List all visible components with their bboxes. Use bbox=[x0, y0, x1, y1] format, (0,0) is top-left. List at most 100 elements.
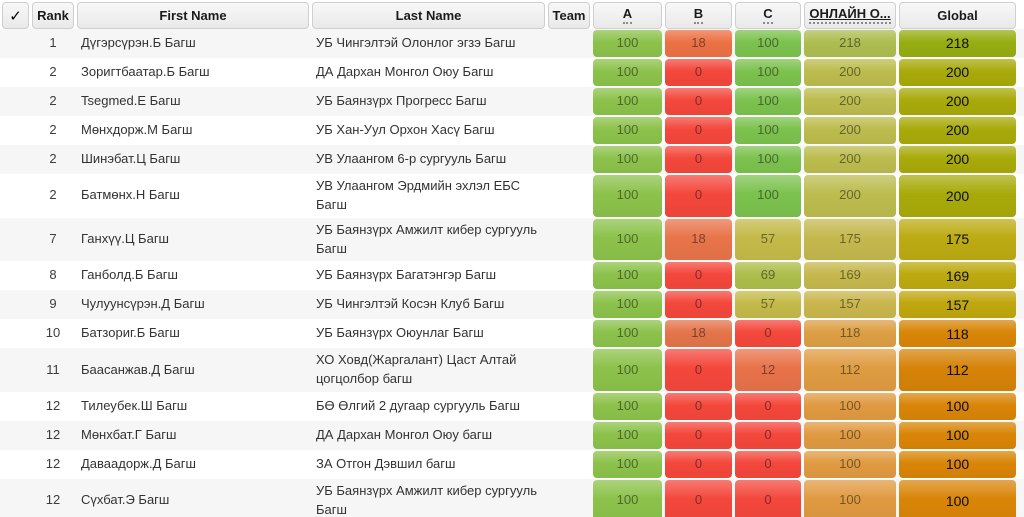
last-name-cell: ДА Дархан Монгол Оюу Багш bbox=[316, 64, 494, 80]
score-b-cell: 0 bbox=[665, 59, 732, 86]
rank-cell: 2 bbox=[49, 64, 57, 80]
first-name-cell: Ганхүү.Ц Багш bbox=[81, 231, 169, 247]
score-c-cell: 0 bbox=[735, 480, 801, 517]
column-header-task-a[interactable]: A bbox=[593, 2, 662, 29]
score-a-cell: 100 bbox=[593, 88, 662, 115]
score-global-cell: 200 bbox=[899, 59, 1016, 86]
column-header-first-name[interactable]: First Name bbox=[77, 2, 309, 29]
score-global-cell: 157 bbox=[899, 291, 1016, 319]
score-global-cell: 200 bbox=[899, 88, 1016, 115]
table-row: 2 Tsegmed.E Багш УБ Баянзүрх Прогресс Ба… bbox=[0, 87, 1024, 116]
column-header-last-name[interactable]: Last Name bbox=[312, 2, 545, 29]
rank-cell: 9 bbox=[49, 296, 57, 312]
score-a-cell: 100 bbox=[593, 291, 662, 319]
score-c-cell: 100 bbox=[735, 59, 801, 86]
task-b-label: B bbox=[693, 6, 704, 25]
last-name-cell: ЗА Отгон Дэвшил багш bbox=[316, 456, 456, 472]
row-select-cell[interactable] bbox=[2, 261, 29, 290]
table-row: 9 Чулуунсүрэн.Д Багш УБ Чингэлтэй Косэн … bbox=[0, 290, 1024, 320]
row-select-cell[interactable] bbox=[2, 87, 29, 116]
row-select-cell[interactable] bbox=[2, 479, 29, 517]
score-online-cell: 100 bbox=[804, 393, 896, 421]
last-name-cell: УБ Баянзүрх Амжилт кибер сургууль Багш bbox=[316, 483, 537, 517]
score-b-cell: 0 bbox=[665, 349, 732, 392]
score-online-cell: 218 bbox=[804, 30, 896, 57]
column-header-task-b[interactable]: B bbox=[665, 2, 732, 29]
first-name-cell: Ганболд.Б Багш bbox=[81, 267, 178, 283]
team-cell bbox=[548, 392, 590, 421]
row-select-cell[interactable] bbox=[2, 29, 29, 58]
column-header-task-c[interactable]: C bbox=[735, 2, 801, 29]
first-name-cell: Чулуунсүрэн.Д Багш bbox=[81, 296, 205, 312]
row-select-cell[interactable] bbox=[2, 348, 29, 392]
score-b-cell: 0 bbox=[665, 262, 732, 290]
team-cell bbox=[548, 319, 590, 348]
select-all-header[interactable]: ✓ bbox=[2, 2, 29, 29]
rank-cell: 12 bbox=[45, 427, 61, 443]
score-a-cell: 100 bbox=[593, 30, 662, 57]
score-b-cell: 0 bbox=[665, 422, 732, 450]
team-cell bbox=[548, 348, 590, 392]
row-select-cell[interactable] bbox=[2, 218, 29, 262]
column-header-global[interactable]: Global bbox=[899, 2, 1016, 29]
team-cell bbox=[548, 58, 590, 87]
score-online-cell: 200 bbox=[804, 146, 896, 173]
team-cell bbox=[548, 290, 590, 319]
task-a-label: A bbox=[622, 6, 633, 25]
last-name-cell: УБ Баянзүрх Прогресс Багш bbox=[316, 93, 487, 109]
score-b-cell: 18 bbox=[665, 218, 732, 261]
score-online-cell: 118 bbox=[804, 320, 896, 348]
rank-cell: 11 bbox=[46, 361, 60, 377]
row-select-cell[interactable] bbox=[2, 421, 29, 450]
row-select-cell[interactable] bbox=[2, 174, 29, 218]
row-select-cell[interactable] bbox=[2, 319, 29, 348]
last-name-cell: УБ Баянзүрх Оюунлаг Багш bbox=[316, 325, 484, 341]
first-name-cell: Tsegmed.E Багш bbox=[81, 93, 181, 109]
table-row: 12 Сүхбат.Э Багш УБ Баянзүрх Амжилт кибе… bbox=[0, 479, 1024, 517]
score-b-cell: 18 bbox=[665, 30, 732, 57]
score-online-cell: 175 bbox=[804, 218, 896, 261]
column-header-online[interactable]: ОНЛАЙН О... bbox=[804, 2, 896, 29]
score-a-cell: 100 bbox=[593, 218, 662, 261]
score-c-cell: 12 bbox=[735, 349, 801, 392]
table-header: ✓ Rank First Name Last Name Team A B C О… bbox=[0, 0, 1024, 29]
last-name-cell: УБ Чингэлтэй Олонлог эгзэ Багш bbox=[316, 35, 516, 51]
last-name-cell: БӨ Өлгий 2 дугаар сургууль Багш bbox=[316, 398, 520, 414]
score-online-cell: 100 bbox=[804, 480, 896, 517]
score-online-cell: 169 bbox=[804, 262, 896, 290]
score-online-cell: 200 bbox=[804, 88, 896, 115]
row-select-cell[interactable] bbox=[2, 290, 29, 319]
column-header-team[interactable]: Team bbox=[548, 2, 590, 29]
score-online-cell: 157 bbox=[804, 291, 896, 319]
first-name-cell: Батзориг.Б Багш bbox=[81, 325, 180, 341]
score-global-cell: 100 bbox=[899, 422, 1016, 450]
score-c-cell: 0 bbox=[735, 320, 801, 348]
row-select-cell[interactable] bbox=[2, 450, 29, 479]
row-select-cell[interactable] bbox=[2, 58, 29, 87]
score-c-cell: 100 bbox=[735, 146, 801, 173]
score-c-cell: 100 bbox=[735, 88, 801, 115]
score-global-cell: 169 bbox=[899, 262, 1016, 290]
score-c-cell: 0 bbox=[735, 422, 801, 450]
first-name-cell: Шинэбат.Ц Багш bbox=[81, 151, 181, 167]
score-online-cell: 100 bbox=[804, 422, 896, 450]
score-a-cell: 100 bbox=[593, 146, 662, 173]
score-online-cell: 100 bbox=[804, 451, 896, 479]
score-global-cell: 218 bbox=[899, 30, 1016, 57]
table-row: 8 Ганболд.Б Багш УБ Баянзүрх Багатэнгэр … bbox=[0, 261, 1024, 291]
row-select-cell[interactable] bbox=[2, 116, 29, 145]
score-a-cell: 100 bbox=[593, 117, 662, 144]
team-cell bbox=[548, 29, 590, 58]
score-a-cell: 100 bbox=[593, 349, 662, 392]
table-body: 1 Дүгэрсүрэн.Б Багш УБ Чингэлтэй Олонлог… bbox=[0, 29, 1024, 517]
row-select-cell[interactable] bbox=[2, 145, 29, 174]
score-c-cell: 57 bbox=[735, 218, 801, 261]
rank-cell: 2 bbox=[49, 122, 57, 138]
column-header-rank[interactable]: Rank bbox=[32, 2, 74, 29]
last-name-cell: ДА Дархан Монгол Оюу багш bbox=[316, 427, 493, 443]
first-name-cell: Даваадорж.Д Багш bbox=[81, 456, 196, 472]
row-select-cell[interactable] bbox=[2, 392, 29, 421]
score-a-cell: 100 bbox=[593, 422, 662, 450]
score-a-cell: 100 bbox=[593, 451, 662, 479]
